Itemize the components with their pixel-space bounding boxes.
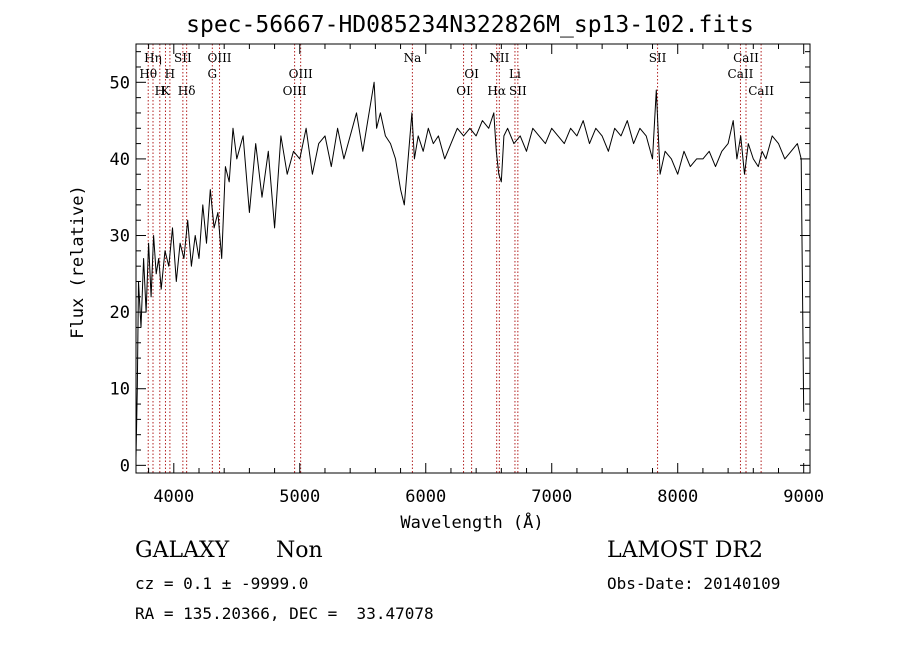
- x-tick-label: 9000: [783, 487, 824, 507]
- line-label: OI: [464, 67, 479, 81]
- x-axis: 4000 5000 6000 7000 8000 9000: [148, 44, 824, 507]
- y-axis: 0 10 20 30 40 50: [110, 51, 810, 476]
- line-label: OIII: [283, 84, 307, 98]
- x-axis-label: Wavelength (Å): [400, 511, 543, 533]
- line-label: OIII: [289, 67, 313, 81]
- x-tick-label: 8000: [657, 487, 698, 507]
- line-label: K: [161, 84, 171, 98]
- line-label: CaII: [733, 51, 759, 65]
- line-label: OIII: [207, 51, 231, 65]
- x-tick-label: 6000: [405, 487, 446, 507]
- line-label: SII: [509, 84, 527, 98]
- y-tick-label: 20: [110, 303, 130, 323]
- class-label: GALAXY: [135, 538, 230, 563]
- line-label: Na: [404, 51, 422, 65]
- survey-label: LAMOST DR2: [607, 538, 763, 563]
- line-label: Hθ: [139, 67, 157, 81]
- coordinates-text: RA = 135.20366, DEC = 33.47078: [135, 604, 434, 623]
- plot-frame: [135, 43, 811, 474]
- line-label: SII: [174, 51, 192, 65]
- line-label: CaII: [728, 67, 754, 81]
- y-tick-label: 50: [110, 73, 130, 93]
- obs-date-text: Obs-Date: 20140109: [607, 574, 781, 593]
- line-label: G: [208, 67, 218, 81]
- subclass-label: Non: [276, 538, 323, 563]
- line-label: H: [155, 84, 165, 98]
- x-tick-label: 7000: [531, 487, 572, 507]
- y-tick-label: 30: [110, 227, 130, 247]
- spectrum-line: [135, 81, 805, 458]
- y-tick-label: 40: [110, 150, 130, 170]
- y-tick-label: 0: [120, 456, 130, 476]
- chart-title: spec-56667-HD085234N322826M_sp13-102.fit…: [186, 12, 754, 38]
- line-label: NII: [489, 51, 509, 65]
- line-label: Li: [509, 67, 521, 81]
- line-label: SII: [649, 51, 667, 65]
- spectrum-series: [135, 81, 805, 458]
- redshift-text: cz = 0.1 ± -9999.0: [135, 574, 309, 593]
- line-label: Hα: [487, 84, 506, 98]
- x-tick-label: 5000: [279, 487, 320, 507]
- y-tick-label: 10: [110, 380, 130, 400]
- line-label: Hη: [144, 51, 162, 65]
- line-label: OI: [456, 84, 471, 98]
- x-tick-label: 4000: [153, 487, 194, 507]
- line-label: CaII: [748, 84, 774, 98]
- line-label: H: [165, 67, 175, 81]
- y-axis-label: Flux (relative): [68, 185, 88, 339]
- line-label: Hδ: [178, 84, 196, 98]
